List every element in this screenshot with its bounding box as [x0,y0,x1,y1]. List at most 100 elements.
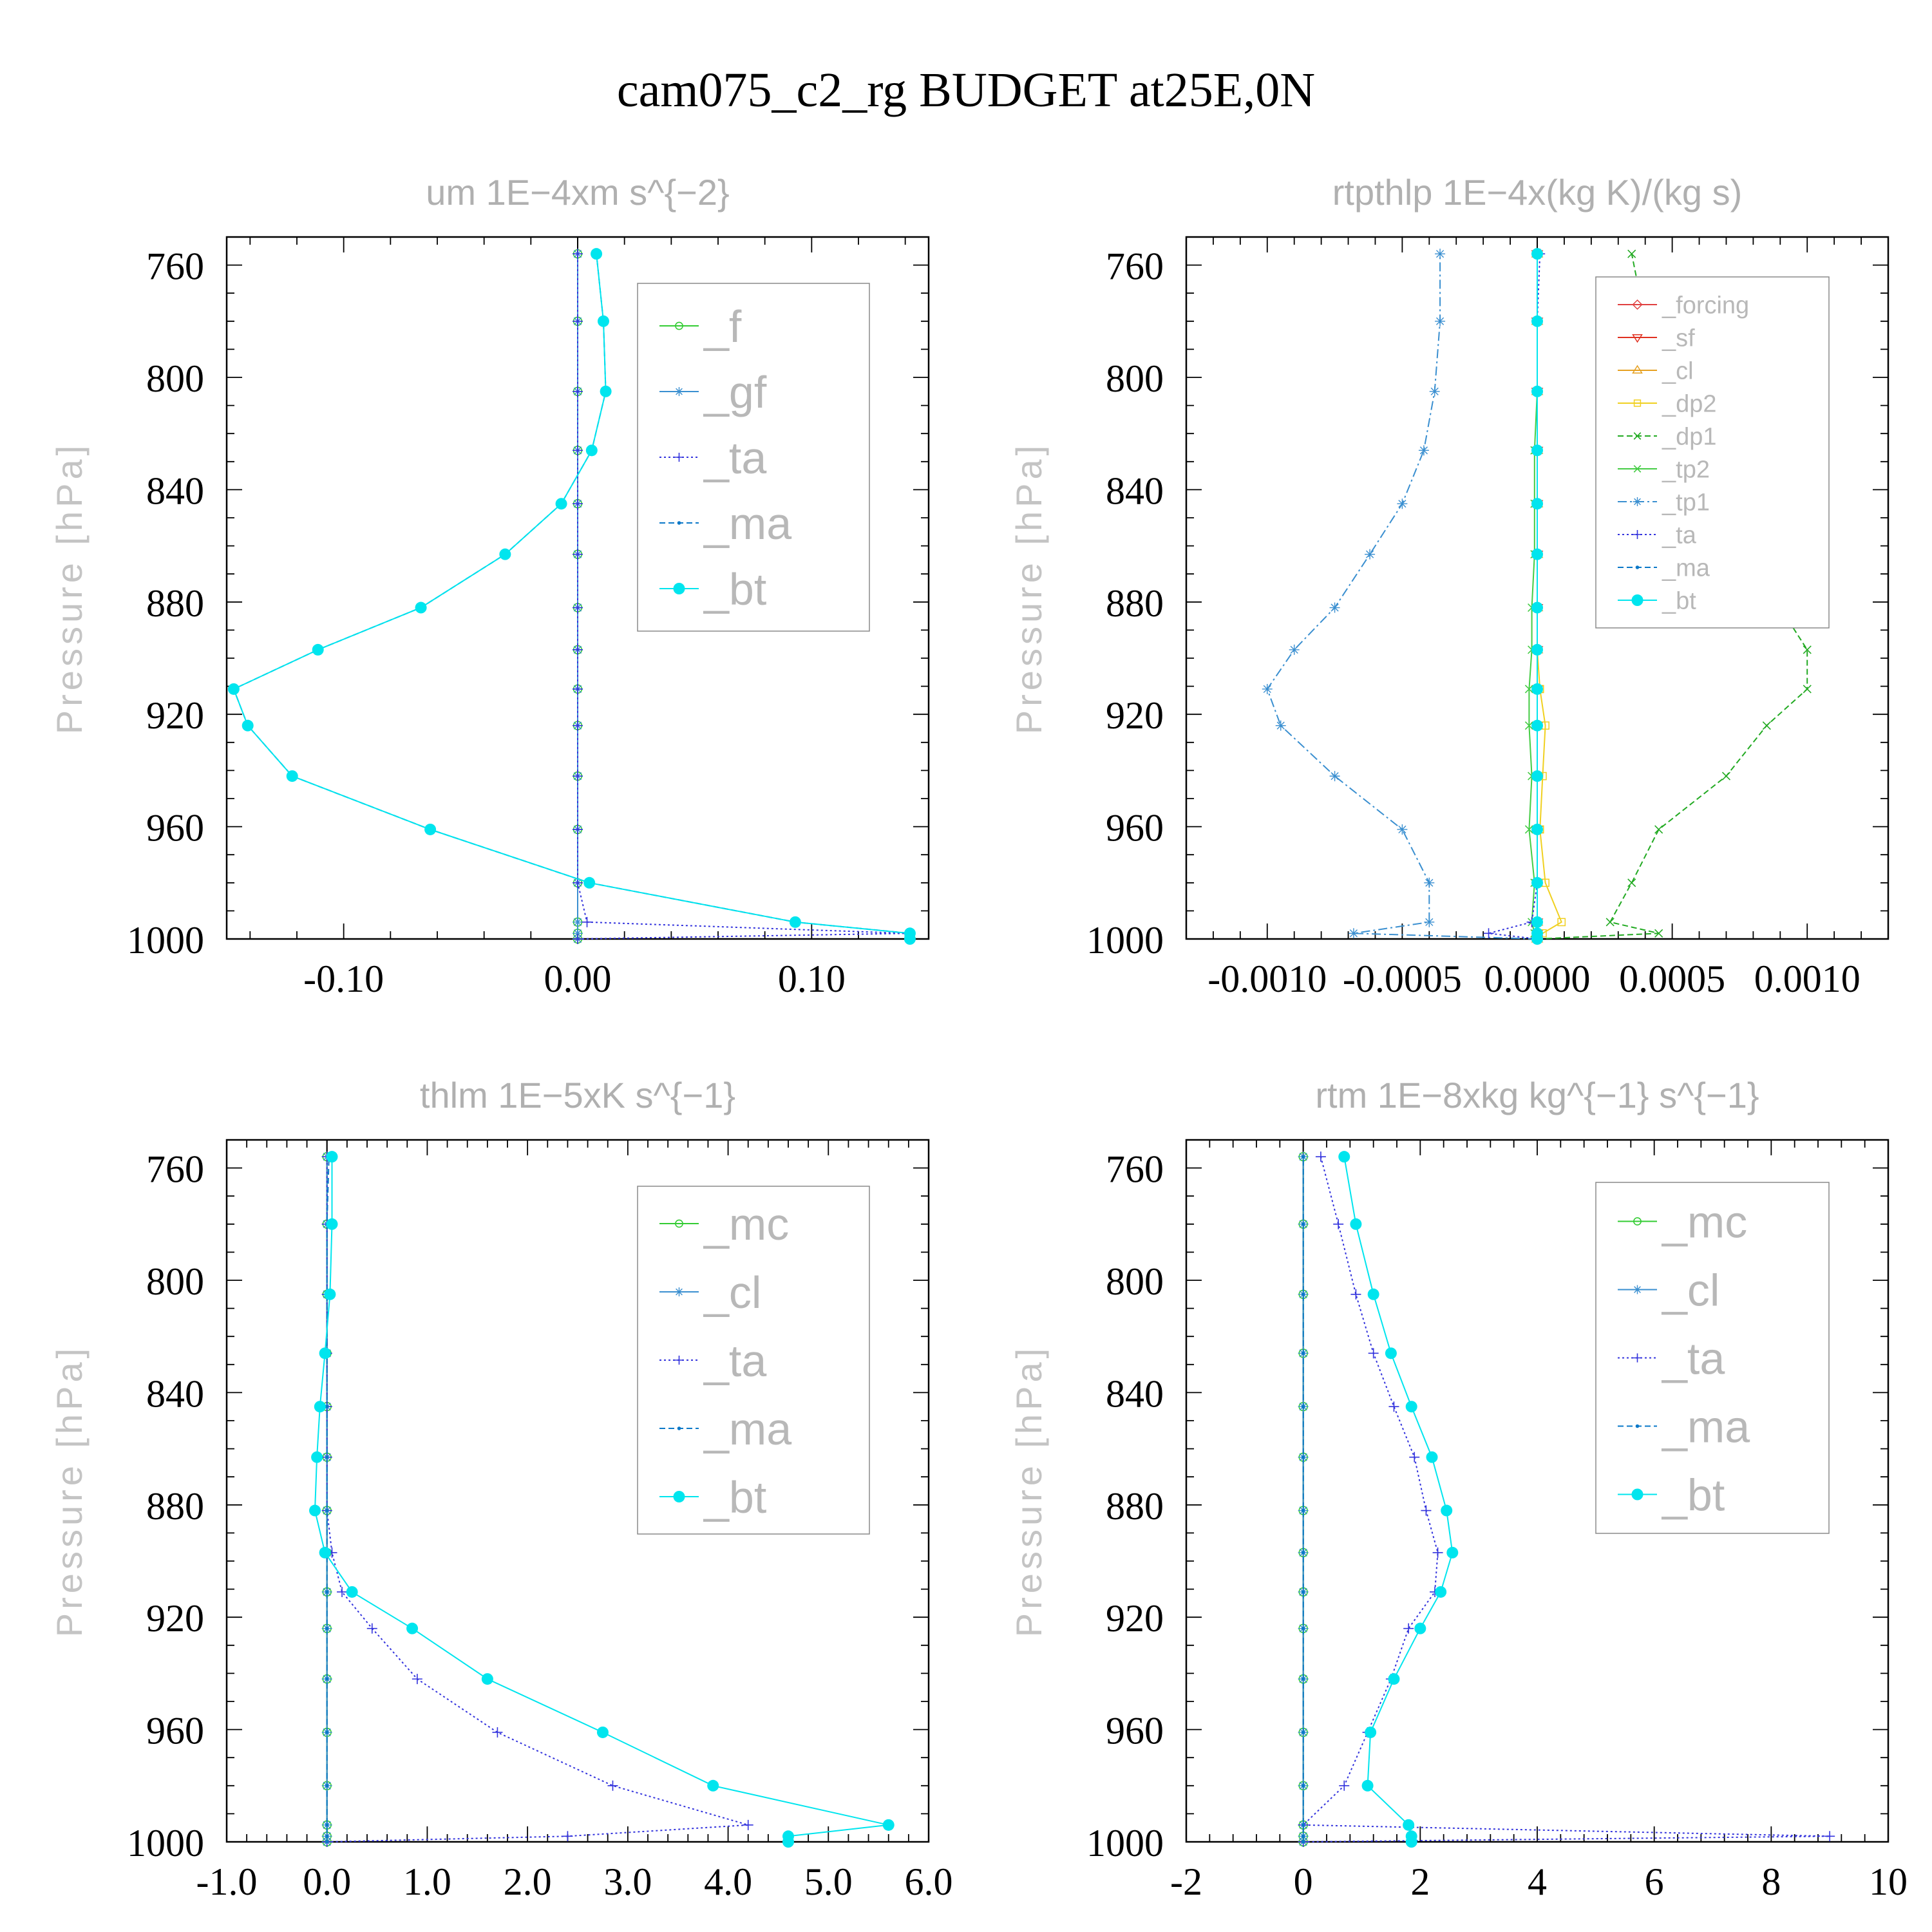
data-point [415,601,427,614]
data-point [1339,1780,1350,1791]
data-point [325,1834,329,1839]
plot-frame [225,1139,930,1843]
data-point [1301,1293,1305,1296]
data-point [562,1831,573,1842]
data-point [1329,602,1340,613]
legend-marker [1633,530,1642,539]
data-point [573,644,583,655]
data-point [326,1218,338,1230]
data-point [1654,825,1663,834]
data-point [1301,1155,1305,1159]
data-point [412,1674,422,1685]
series-line [232,254,911,939]
data-point [597,315,609,327]
y-axis-label: Pressure [hPa] [1009,1345,1049,1637]
legend-marker [675,321,683,330]
data-point [1409,1452,1420,1463]
x-tick-label: 2 [1410,1861,1430,1903]
data-point [312,643,324,656]
y-tick-label: 1000 [1086,919,1164,961]
series-bt [227,248,916,945]
legend-marker [1633,497,1642,506]
legend-marker [1631,594,1643,606]
y-tick-label: 760 [1106,1148,1164,1191]
legend-marker [677,521,681,525]
x-tick-label: -1.0 [196,1861,258,1903]
data-point [1403,1819,1415,1831]
data-point [1429,386,1440,397]
data-point [1531,248,1543,260]
data-point [319,1347,331,1359]
data-point [1531,683,1543,695]
data-point [366,1623,377,1634]
data-point [1531,601,1543,614]
data-point [1301,1730,1305,1734]
x-tick-label: 0.10 [778,958,846,1000]
data-point [573,928,583,939]
y-axis-label: Pressure [hPa] [49,442,90,734]
y-tick-label: 960 [146,807,204,849]
data-point [1426,1451,1438,1463]
data-point [1531,916,1543,928]
data-point [1531,385,1543,397]
y-tick-label: 840 [1106,469,1164,512]
data-point [1333,1218,1344,1229]
y-tick-label: 920 [146,1597,204,1640]
data-point [1627,249,1636,258]
data-point [1315,1151,1326,1162]
legend-label: _bt [1661,1470,1725,1520]
y-axis-label: Pressure [hPa] [49,1345,90,1637]
legend-label: _ma [1662,555,1710,582]
data-point [325,1823,329,1827]
data-point [573,445,583,456]
panel-3: thlm 1E−5xK s^{−1} Pressure [hPa] 760 800 84… [49,1075,953,1903]
data-point [1350,1218,1362,1230]
data-point [406,1622,419,1634]
data-point [1301,1784,1305,1788]
y-tick-label: 960 [146,1710,204,1752]
data-point [1405,1401,1417,1413]
legend-label: _dp2 [1662,391,1717,418]
y-tick-label: 880 [146,1485,204,1528]
x-tick-label: 8 [1761,1861,1781,1903]
legend-label: _ta [1662,522,1697,549]
legend-label: _bt [703,564,766,614]
data-point [325,1455,329,1459]
legend-label: _bt [1662,588,1696,615]
data-point [1531,643,1543,656]
data-point [1435,316,1446,327]
x-tick-label: -0.10 [303,958,384,1000]
legend-marker [1632,334,1643,343]
x-tick-label: 6 [1645,1861,1664,1903]
x-tick-label: 0.0010 [1754,958,1861,1000]
data-point [325,1626,329,1631]
data-point [573,771,583,782]
data-point [1301,1626,1305,1631]
legend-label: _mc [703,1199,789,1249]
data-point [1483,928,1494,939]
data-point [707,1779,719,1792]
data-point [573,386,583,397]
y-tick-label: 800 [1106,357,1164,400]
legend-marker [1632,365,1643,374]
data-point [573,683,583,694]
series-tp1 [1262,249,1542,944]
data-point [325,1730,329,1734]
data-point [1531,719,1543,732]
legend-label: _dp1 [1662,424,1717,451]
data-point [582,916,592,927]
series-line [326,1157,748,1842]
panel-2: rtpthlp 1E−4x(kg K)/(kg s) Pressure [hPa]… [1009,172,1889,1000]
data-point [573,316,583,327]
legend-box [1595,276,1830,629]
data-point [1385,1347,1397,1359]
data-point [325,1840,329,1844]
data-point [1627,878,1636,887]
data-point [1275,720,1286,731]
data-point [424,823,437,835]
data-point [555,498,567,510]
data-point [1531,444,1543,457]
data-point [789,916,801,928]
x-tick-label: 4 [1528,1861,1547,1903]
